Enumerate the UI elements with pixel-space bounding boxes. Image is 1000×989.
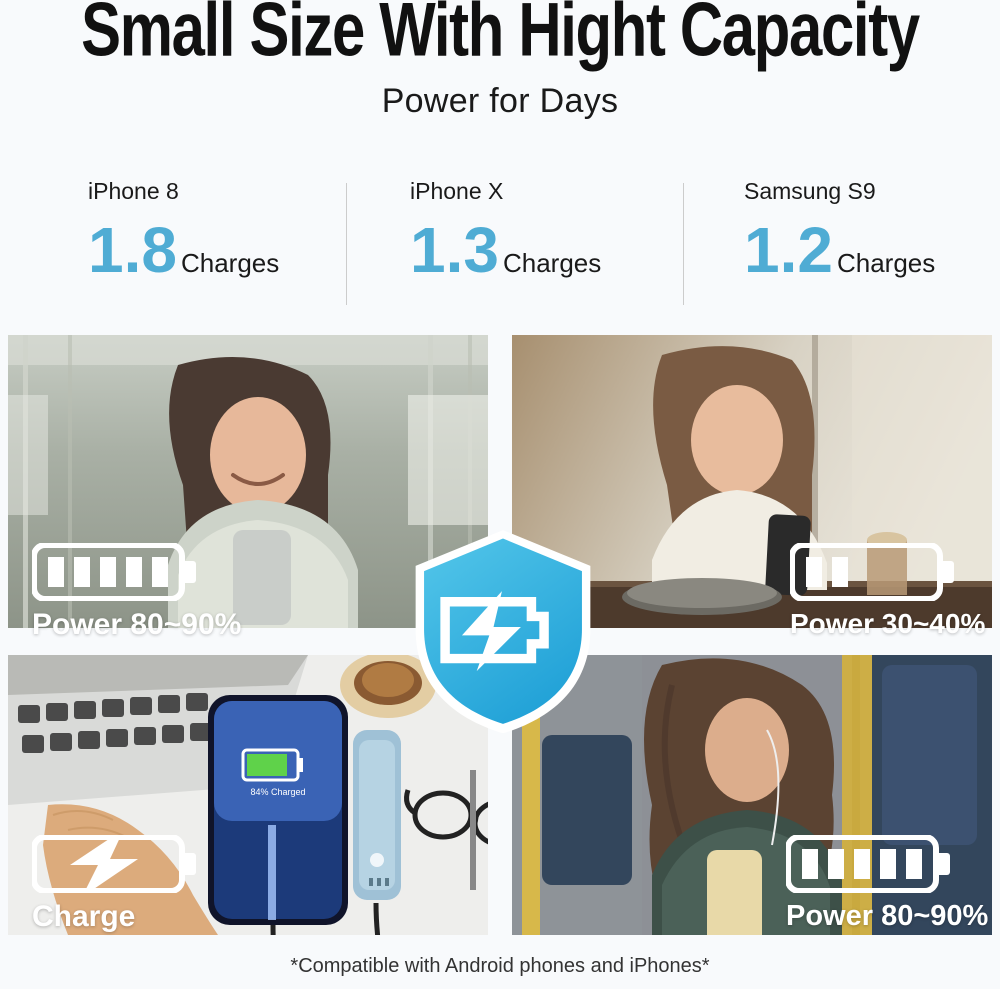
svg-text:84% Charged: 84% Charged [250, 787, 305, 797]
